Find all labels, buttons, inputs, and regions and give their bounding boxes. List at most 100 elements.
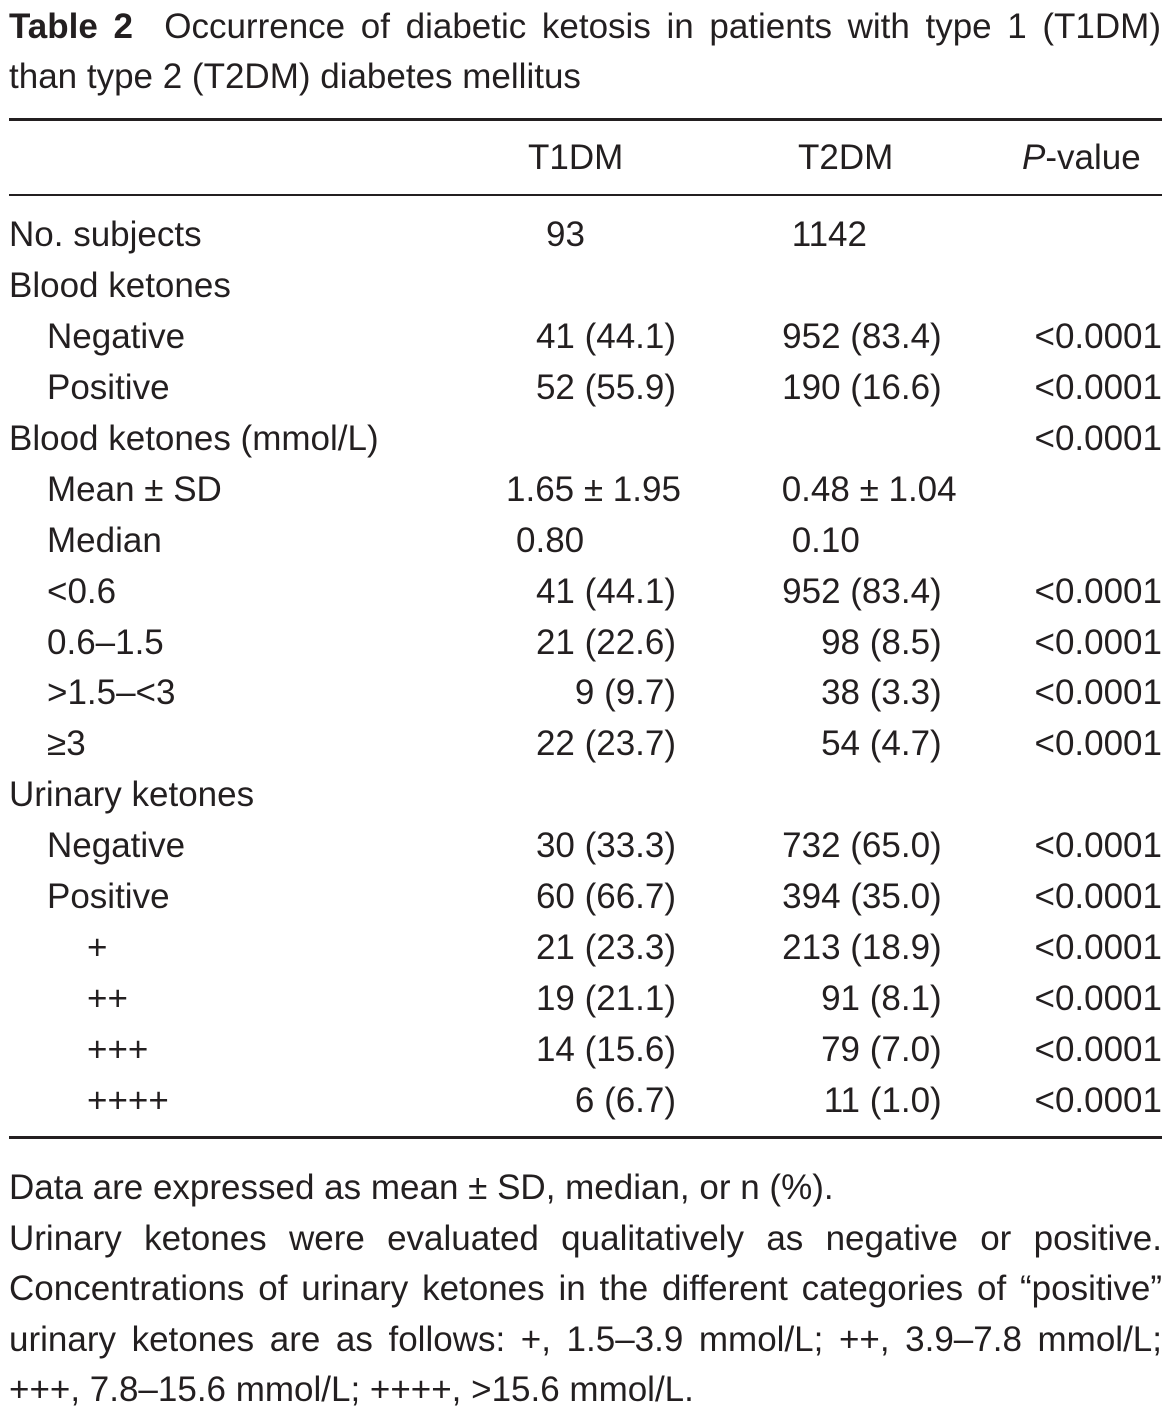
table-row: 0.6–1.5 21 (22.6) 98 (8.5) <0.0001 [9, 617, 1162, 668]
cell-p-value: <0.0001 [1034, 622, 1163, 662]
row-label: Negative [47, 317, 186, 357]
table-row: <0.6 41 (44.1) 952 (83.4) <0.0001 [9, 566, 1162, 617]
value-t1dm: 0.80 [516, 520, 585, 560]
cell-p-value: <0.0001 [1034, 1080, 1163, 1120]
cell-t2dm: 952 (83.4) [732, 312, 1035, 363]
cell-p-value: <0.0001 [1034, 724, 1163, 764]
value-t2dm: 11 (1.0) [823, 1080, 942, 1120]
value-t2dm: 952 (83.4) [782, 571, 942, 611]
cell-t1dm [506, 261, 732, 312]
value-t2dm: 190 (16.6) [782, 368, 942, 408]
cell-p-value: <0.0001 [1034, 877, 1163, 917]
cell-t1dm [506, 770, 732, 821]
value-t1dm: 14 (15.6) [535, 1029, 677, 1069]
cell-t2dm: 1142 [732, 210, 1035, 261]
value-t2dm: 1142 [791, 215, 867, 255]
row-label: +++ [87, 1029, 149, 1069]
table-row: Negative 30 (33.3) 732 (65.0) <0.0001 [9, 821, 1162, 872]
cell-t2dm: 91 (8.1) [732, 973, 1035, 1024]
value-t2dm: 952 (83.4) [782, 317, 942, 357]
footnote-1: Data are expressed as mean ± SD, median,… [9, 1168, 834, 1207]
value-t1dm: 21 (23.3) [535, 927, 677, 967]
cell-t2dm: 0.10 [732, 515, 1035, 566]
table-row: No. subjects 93 1142 [9, 210, 1162, 261]
value-t1dm: 60 (66.7) [535, 877, 677, 917]
value-t2dm: 0.10 [791, 520, 860, 560]
cell-t2dm: 79 (7.0) [732, 1024, 1035, 1075]
value-t1dm: 19 (21.1) [535, 978, 677, 1018]
cell-p-value: <0.0001 [1034, 673, 1163, 713]
table-row: Mean ± SD 1.65 ± 1.95 0.48 ± 1.04 [9, 464, 1162, 515]
table-row: Negative 41 (44.1) 952 (83.4) <0.0001 [9, 312, 1162, 363]
cell-p-value: <0.0001 [1034, 368, 1163, 408]
cell-t2dm: 213 (18.9) [732, 922, 1035, 973]
header-p-rest: -value [1045, 138, 1141, 177]
row-label: >1.5–<3 [47, 673, 176, 713]
cell-t1dm: 30 (33.3) [506, 821, 732, 872]
bottom-rule [9, 1136, 1162, 1139]
cell-t1dm: 0.80 [506, 515, 732, 566]
table-row: ++++ 6 (6.7) 11 (1.0) <0.0001 [9, 1075, 1162, 1126]
value-t1dm: 21 (22.6) [535, 622, 677, 662]
value-t2dm: 0.48 ± 1.04 [781, 469, 957, 509]
value-t2dm: 732 (65.0) [782, 826, 942, 866]
table-row: Positive 52 (55.9) 190 (16.6) <0.0001 [9, 363, 1162, 414]
value-t1dm: 9 (9.7) [574, 673, 677, 713]
table-body: No. subjects 93 1142 Blood ketones Negative 4… [9, 210, 1162, 1126]
value-t1dm: 41 (44.1) [535, 317, 677, 357]
table-caption: Table 2 Occurrence of diabetic ketosis i… [9, 2, 1161, 102]
cell-t1dm: 19 (21.1) [506, 973, 732, 1024]
row-label: 0.6–1.5 [47, 622, 164, 662]
row-label: Positive [47, 368, 170, 408]
row-label: Urinary ketones [9, 775, 255, 815]
value-t1dm: 1.65 ± 1.95 [506, 469, 681, 509]
row-label: Negative [47, 826, 186, 866]
header-t1dm: T1DM [528, 138, 624, 177]
row-label: ≥3 [47, 724, 86, 764]
top-rule [9, 118, 1162, 121]
table-row: ++ 19 (21.1) 91 (8.1) <0.0001 [9, 973, 1162, 1024]
cell-p-value: <0.0001 [1034, 571, 1163, 611]
value-t2dm: 91 (8.1) [821, 978, 942, 1018]
value-t1dm: 93 [546, 215, 585, 255]
value-t1dm: 41 (44.1) [535, 571, 677, 611]
value-t1dm: 6 (6.7) [574, 1080, 677, 1120]
cell-t1dm: 22 (23.7) [506, 719, 732, 770]
cell-p-value: <0.0001 [1034, 826, 1163, 866]
footnote-2: Urinary ketones were evaluated qualitati… [9, 1218, 1162, 1410]
header-t2dm: T2DM [798, 138, 894, 177]
cell-t2dm: 394 (35.0) [732, 872, 1035, 923]
table-row: Blood ketones [9, 261, 1162, 312]
row-label: + [87, 927, 108, 967]
value-t2dm: 38 (3.3) [821, 673, 942, 713]
cell-t1dm: 9 (9.7) [506, 668, 732, 719]
cell-t2dm: 0.48 ± 1.04 [732, 464, 1035, 515]
table-row: Positive 60 (66.7) 394 (35.0) <0.0001 [9, 872, 1162, 923]
header-p-value: P-value [1022, 134, 1141, 182]
cell-t2dm: 54 (4.7) [732, 719, 1035, 770]
value-t1dm: 30 (33.3) [535, 826, 677, 866]
row-label: Blood ketones (mmol/L) [9, 419, 379, 458]
cell-p-value [1035, 464, 1163, 515]
value-t2dm: 79 (7.0) [821, 1029, 942, 1069]
header-rule [9, 194, 1162, 196]
cell-p-value: <0.0001 [1034, 419, 1163, 458]
cell-p-value [1035, 261, 1163, 312]
cell-t1dm: 21 (22.6) [506, 617, 732, 668]
value-t2dm: 54 (4.7) [821, 724, 942, 764]
cell-p-value: <0.0001 [1034, 927, 1163, 967]
value-t2dm: 213 (18.9) [782, 927, 942, 967]
cell-t2dm: 732 (65.0) [732, 821, 1035, 872]
cell-t1dm: 14 (15.6) [506, 1024, 732, 1075]
cell-t1dm: 41 (44.1) [506, 566, 732, 617]
cell-t1dm: 60 (66.7) [506, 872, 732, 923]
cell-t2dm: 952 (83.4) [732, 566, 1035, 617]
table-footnotes: Data are expressed as mean ± SD, median,… [9, 1163, 1162, 1416]
table-label: Table 2 [9, 7, 133, 46]
cell-p-value: <0.0001 [1034, 317, 1163, 357]
cell-p-value [1035, 515, 1163, 566]
value-t1dm: 22 (23.7) [535, 724, 677, 764]
row-label: Mean ± SD [47, 469, 222, 509]
cell-t2dm [732, 261, 1035, 312]
row-label: ++++ [87, 1080, 169, 1120]
